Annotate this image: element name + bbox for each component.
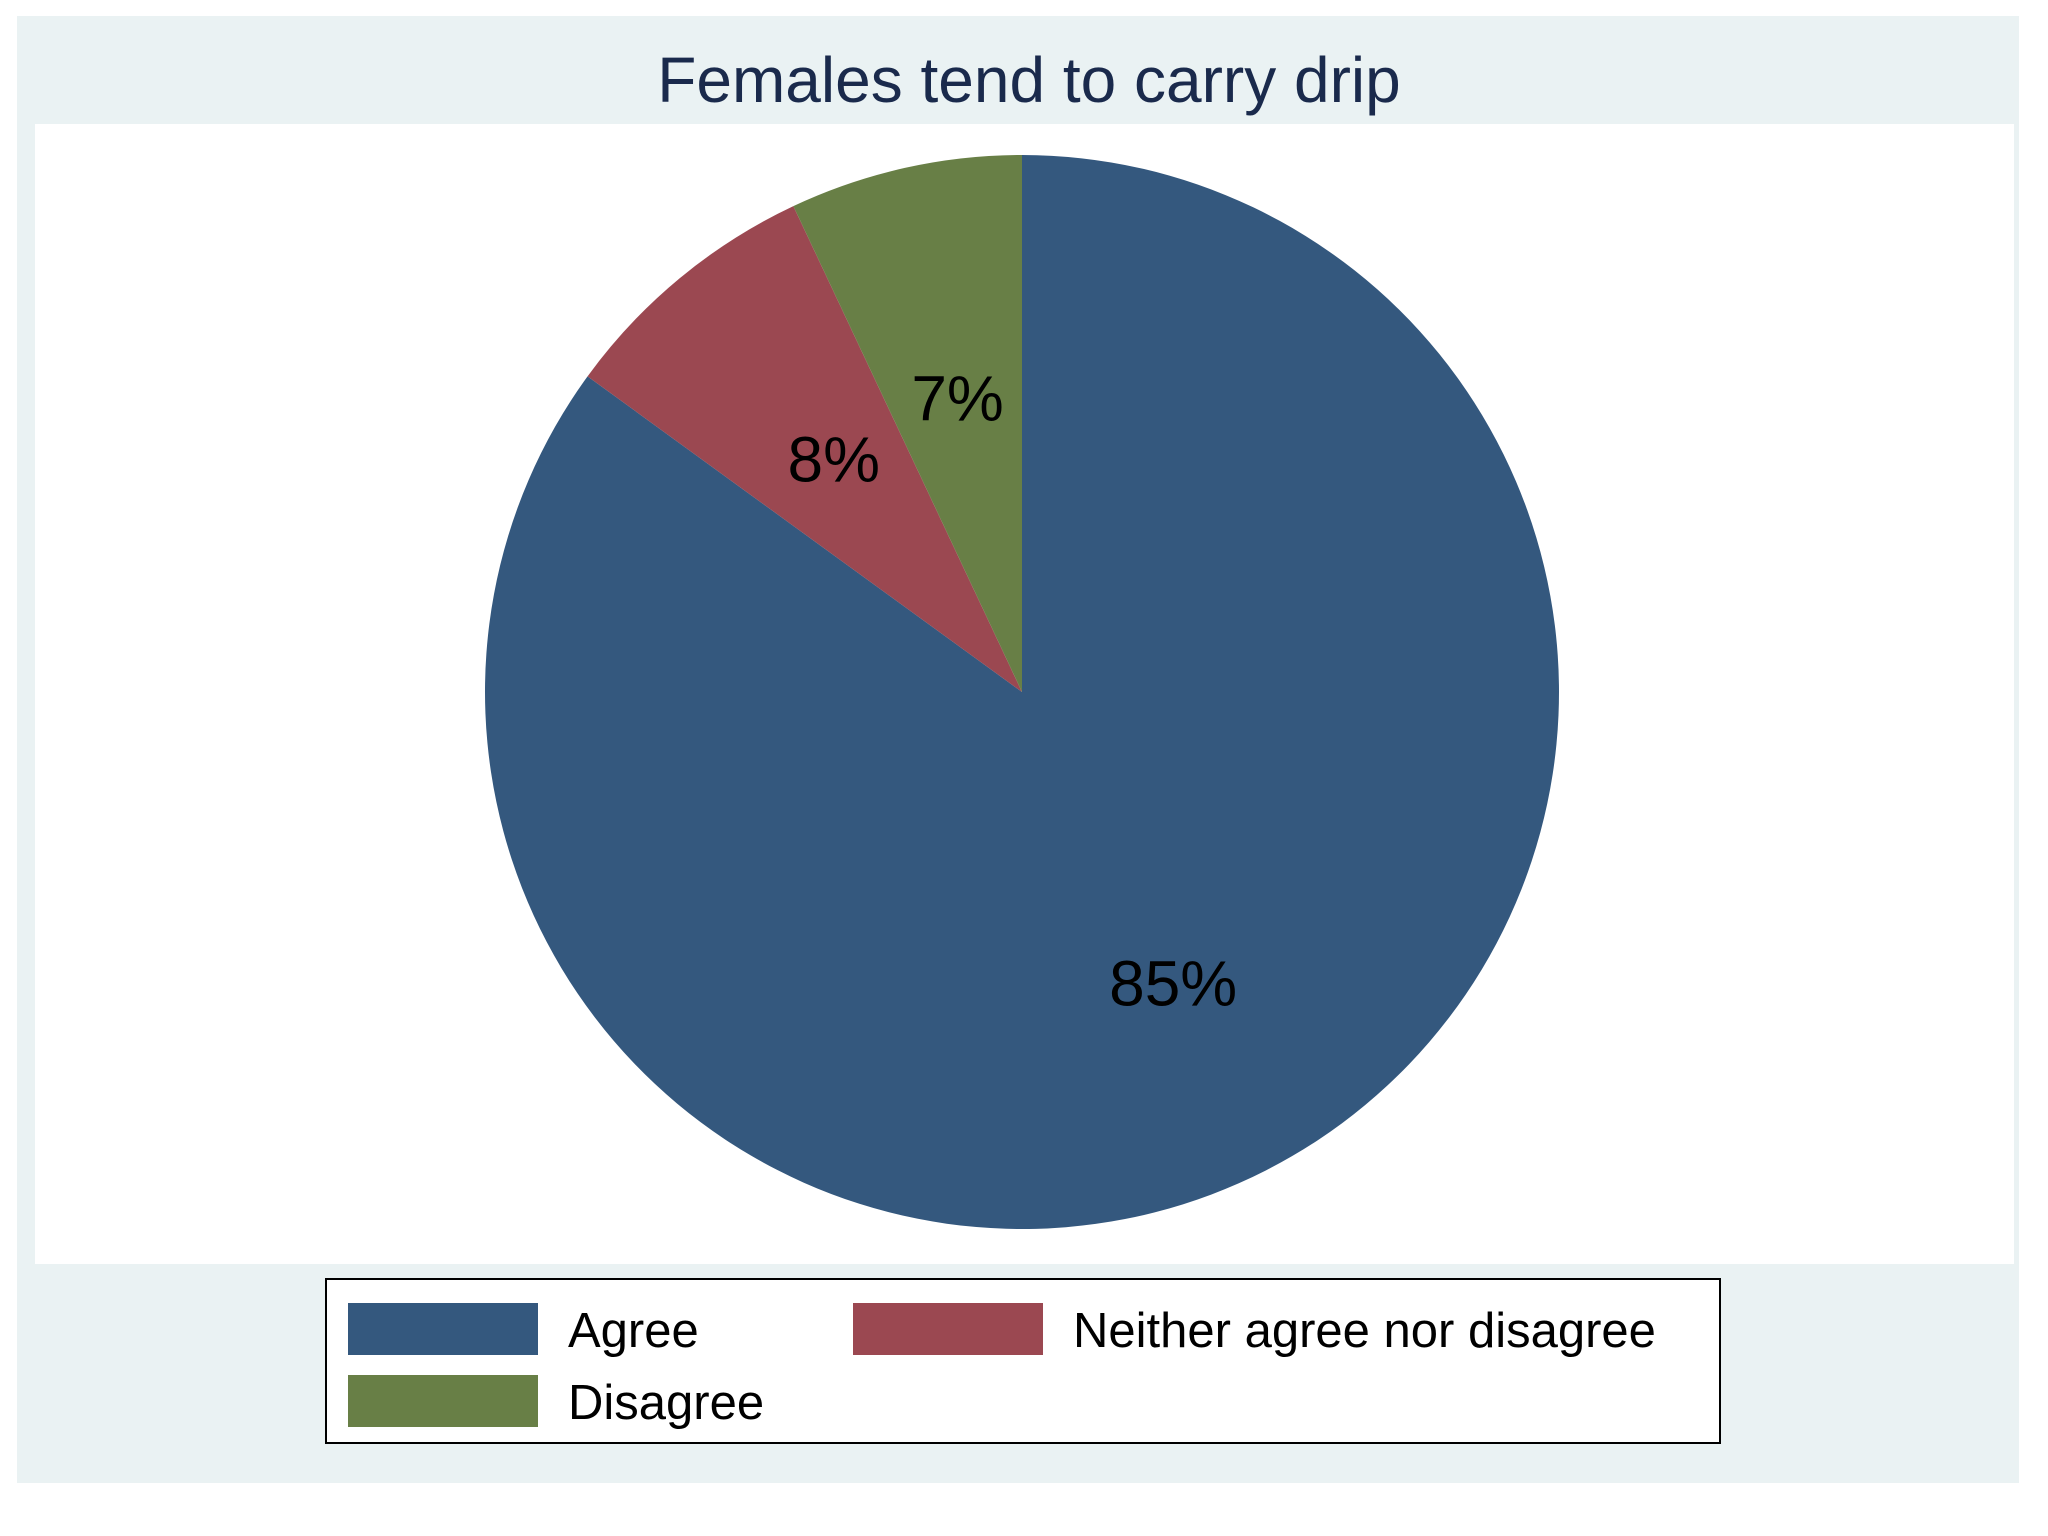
pie-labels: 85% 8% 7% xyxy=(787,363,1237,1020)
legend-swatch-neither xyxy=(853,1303,1043,1355)
pie-slice-disagree xyxy=(793,155,1022,692)
pie-label-agree: 85% xyxy=(1109,948,1237,1020)
pie-slices xyxy=(484,155,1560,1229)
legend-swatch-agree xyxy=(348,1303,538,1355)
pie-label-neither: 8% xyxy=(787,423,880,495)
pie-slice-neither xyxy=(587,206,1022,692)
legend-label-disagree: Disagree xyxy=(568,1376,765,1430)
chart-title: Females tend to carry drip xyxy=(657,44,1401,116)
legend-swatch-disagree xyxy=(348,1375,538,1427)
legend-label-neither: Neither agree nor disagree xyxy=(1073,1304,1656,1358)
chart-legend: Agree Neither agree nor disagree Disagre… xyxy=(325,1278,1721,1444)
legend-label-agree: Agree xyxy=(568,1304,699,1358)
pie-label-disagree: 7% xyxy=(911,363,1004,435)
